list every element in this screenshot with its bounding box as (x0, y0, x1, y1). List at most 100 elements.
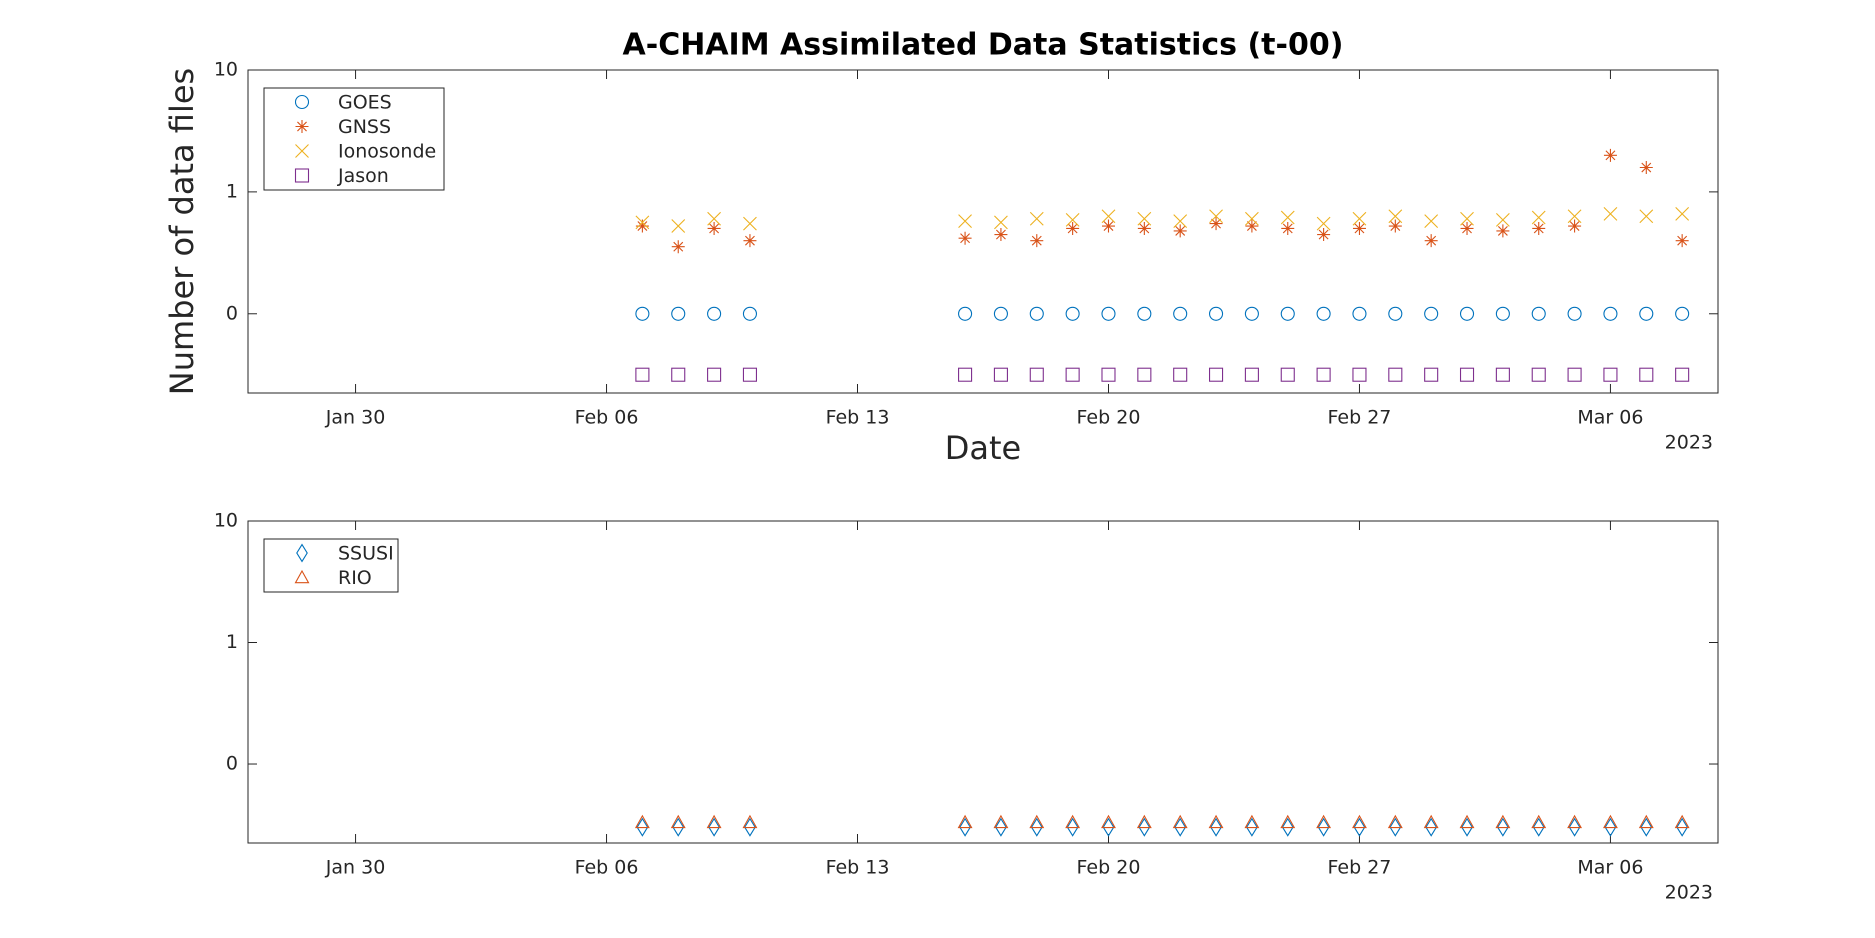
legend-label: GNSS (338, 116, 391, 138)
marker (1029, 814, 1045, 829)
marker (672, 817, 685, 837)
legend-box (263, 87, 445, 191)
marker (1387, 814, 1403, 829)
marker (1101, 814, 1116, 829)
x-tick-label: Feb 27 (1328, 407, 1392, 429)
legend-marker (294, 168, 310, 183)
x-tick-label: Jan 30 (325, 407, 386, 429)
legend-marker (294, 569, 310, 584)
marker (1280, 367, 1295, 382)
marker (1244, 306, 1259, 321)
x-secondary-label: 2023 (1665, 432, 1713, 454)
marker (994, 215, 1008, 230)
legend-label: SSUSI (338, 543, 394, 565)
marker (1245, 219, 1259, 233)
marker (1568, 817, 1581, 837)
marker (1029, 211, 1044, 226)
marker (1639, 161, 1653, 175)
marker (635, 306, 650, 321)
marker (1066, 817, 1079, 837)
marker (1137, 211, 1152, 226)
marker (1316, 367, 1331, 382)
marker (707, 221, 721, 235)
marker (742, 814, 758, 829)
x-tick-label: Mar 06 (1577, 407, 1643, 429)
marker (707, 211, 721, 226)
marker (1317, 228, 1331, 242)
marker (1640, 817, 1653, 837)
marker (1604, 817, 1617, 837)
marker (958, 367, 973, 382)
marker (1353, 817, 1366, 837)
marker (1459, 814, 1475, 829)
x-tick-label: Feb 20 (1077, 407, 1141, 429)
marker (1173, 224, 1187, 238)
marker (1352, 221, 1366, 235)
marker (957, 814, 973, 829)
marker (635, 219, 649, 233)
marker (1497, 817, 1509, 837)
legend-marker (294, 94, 310, 110)
y-tick-label: 10 (214, 510, 238, 532)
legend-marker (296, 543, 308, 563)
marker (1532, 817, 1545, 837)
marker (1424, 234, 1438, 248)
marker (1029, 306, 1044, 321)
marker (1316, 306, 1331, 321)
marker (1567, 306, 1582, 321)
marker (744, 817, 756, 837)
y-tick-label: 0 (226, 753, 238, 775)
marker (1603, 206, 1618, 221)
marker (1317, 817, 1330, 837)
marker (671, 219, 686, 233)
marker (1603, 148, 1617, 162)
marker (671, 306, 686, 321)
marker (1532, 221, 1546, 235)
marker (1173, 306, 1188, 321)
marker (993, 367, 1008, 382)
marker (958, 214, 972, 229)
marker (1603, 306, 1618, 321)
marker (1639, 209, 1654, 224)
marker (743, 234, 757, 248)
marker (1245, 211, 1259, 226)
marker (1030, 817, 1043, 837)
legend-box (263, 538, 399, 593)
marker (1208, 814, 1224, 829)
marker (742, 367, 758, 382)
marker (1675, 367, 1690, 382)
marker (1030, 234, 1044, 248)
legend-label: GOES (338, 92, 392, 114)
marker (1280, 306, 1295, 321)
marker (995, 817, 1007, 837)
x-tick-label: Feb 27 (1328, 857, 1392, 879)
marker (958, 306, 973, 321)
legend-label: Ionosonde (338, 141, 436, 163)
marker (1531, 814, 1547, 829)
marker (1065, 306, 1080, 321)
marker (1101, 306, 1116, 321)
marker (1568, 219, 1582, 233)
marker (1174, 817, 1187, 837)
marker (1674, 814, 1690, 829)
marker (707, 367, 722, 382)
marker (635, 367, 650, 382)
marker (1101, 209, 1116, 224)
marker (636, 817, 649, 837)
marker (706, 814, 722, 829)
marker (958, 231, 972, 245)
marker (1280, 210, 1295, 225)
y-tick-label: 1 (226, 180, 238, 202)
marker (1352, 306, 1367, 321)
marker (1029, 367, 1044, 382)
marker (1495, 306, 1510, 321)
plot-area (247, 69, 1719, 394)
marker (1172, 814, 1188, 829)
marker (1675, 234, 1689, 248)
marker (1388, 306, 1403, 321)
x-tick-label: Jan 30 (325, 857, 386, 879)
marker (743, 216, 757, 231)
legend-marker (295, 144, 309, 158)
marker (1531, 367, 1546, 382)
marker (1676, 817, 1688, 837)
